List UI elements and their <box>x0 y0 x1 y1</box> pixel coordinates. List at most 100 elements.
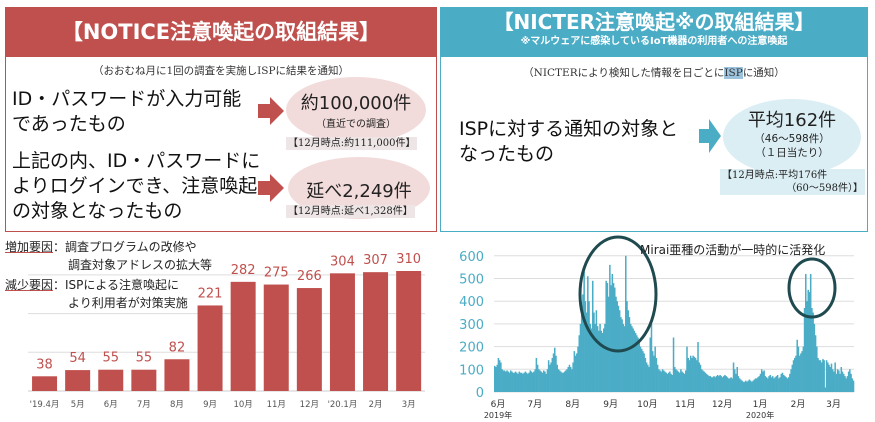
daily-bar <box>790 369 792 392</box>
daily-bar <box>560 371 562 392</box>
daily-bar <box>582 294 584 392</box>
year-label: 2019年 <box>484 410 512 420</box>
row1-text1: ID・パスワードが入力可能 <box>12 88 242 110</box>
data-label: 82 <box>169 340 186 355</box>
bar <box>396 271 422 391</box>
daily-bar <box>596 326 599 392</box>
daily-bar <box>601 332 604 392</box>
daily-bar <box>722 376 725 392</box>
daily-bar <box>551 357 554 392</box>
daily-bar <box>538 369 540 392</box>
x-tick-label: 2月 <box>369 400 383 410</box>
daily-bar <box>558 370 561 392</box>
daily-bar <box>513 372 516 392</box>
daily-bar <box>621 319 623 392</box>
daily-bar <box>680 369 682 392</box>
nicter-row-label: ISPに対する通知の対象と なったもの <box>459 117 678 167</box>
y-tick-label: 400 <box>459 295 484 310</box>
daily-bar <box>546 369 549 392</box>
daily-bar <box>594 323 596 392</box>
daily-bar <box>561 372 563 392</box>
daily-bar <box>844 376 846 392</box>
daily-bar <box>773 378 775 392</box>
daily-bar <box>637 337 639 392</box>
x-tick-label: 3月 <box>402 400 416 410</box>
daily-bar <box>496 364 498 392</box>
nicter-value-per-day: （１日当たり） <box>755 147 829 159</box>
daily-bar <box>672 337 675 392</box>
daily-bar <box>745 380 747 392</box>
daily-bar <box>565 370 567 392</box>
daily-bar <box>549 364 551 392</box>
daily-bar <box>713 376 715 392</box>
row2-text1: 上記の内、ID・パスワードに <box>12 150 261 172</box>
daily-bar <box>812 312 814 392</box>
monthly-bar-chart: 38 '19.4月 54 5月 55 6月 55 7月 82 8月 221 9月 282 10月 275 11… <box>28 252 425 410</box>
daily-bar <box>648 367 650 392</box>
daily-bar <box>767 378 769 392</box>
daily-bar <box>579 323 582 392</box>
highlight-ellipse <box>787 257 837 319</box>
daily-bar <box>757 377 759 392</box>
daily-bar-chart: 0 100 200 300 400 500 600 6月 7月 8月 9月 10月 11月 12月 1月 2月… <box>459 235 855 420</box>
daily-bar <box>710 377 713 392</box>
bar <box>32 376 58 391</box>
daily-bar <box>547 360 550 392</box>
row2-text2: よりログインでき、注意喚起 <box>12 175 258 197</box>
daily-bar <box>506 370 508 392</box>
daily-bar <box>667 372 670 392</box>
daily-bar <box>700 369 703 392</box>
daily-bar <box>540 371 543 392</box>
daily-bar <box>802 346 805 392</box>
daily-bar <box>835 373 838 392</box>
daily-bar <box>647 364 649 392</box>
daily-bar <box>809 273 812 392</box>
nicter-title-note: ※マルウェアに感染しているIoT機器の利用者への注意喚起 <box>520 36 788 47</box>
daily-bar <box>685 370 687 392</box>
daily-bar <box>578 335 581 392</box>
daily-bar <box>675 369 677 392</box>
daily-bar <box>650 323 653 392</box>
daily-bar <box>659 370 661 392</box>
daily-bar <box>498 360 501 392</box>
daily-bar <box>822 359 824 392</box>
daily-bar <box>655 357 658 392</box>
daily-bar <box>600 330 603 392</box>
row2-label: 上記の内、ID・パスワードに よりログインでき、注意喚起 の対象となったもの <box>12 149 260 224</box>
daily-bar <box>762 371 764 392</box>
daily-bar <box>509 370 512 392</box>
daily-bar <box>847 371 850 392</box>
bar <box>197 305 223 391</box>
daily-bar <box>738 378 741 392</box>
nicter-value-ellipse: 平均162件 （46～598件） （１日当たり） <box>723 99 861 175</box>
x-tick-label: 2月 <box>791 399 806 410</box>
daily-bar <box>627 310 629 392</box>
daily-bar <box>740 379 742 392</box>
daily-bar <box>529 370 532 392</box>
daily-bar <box>689 355 692 392</box>
daily-bar <box>748 379 751 392</box>
daily-bar <box>696 360 698 392</box>
daily-bar <box>604 323 606 392</box>
daily-bar <box>507 371 509 392</box>
bar <box>230 281 256 391</box>
daily-bar <box>819 360 822 392</box>
daily-bar <box>645 362 648 392</box>
daily-bar <box>544 371 546 392</box>
daily-bar <box>494 365 496 392</box>
daily-bar <box>623 326 626 392</box>
daily-bar <box>714 377 716 392</box>
daily-bar <box>550 362 552 392</box>
daily-bar <box>514 371 517 392</box>
data-label: 55 <box>136 351 153 366</box>
data-label: 38 <box>36 357 53 372</box>
daily-bar <box>704 372 707 392</box>
x-tick-label: '19.4月 <box>30 400 60 410</box>
row2-text3: の対象となったもの <box>12 200 183 222</box>
bar <box>65 370 91 391</box>
daily-bar <box>834 362 836 392</box>
daily-bar <box>625 255 627 392</box>
arrow-head-icon <box>270 174 284 202</box>
daily-bar <box>824 387 827 392</box>
daily-bar <box>522 373 524 392</box>
